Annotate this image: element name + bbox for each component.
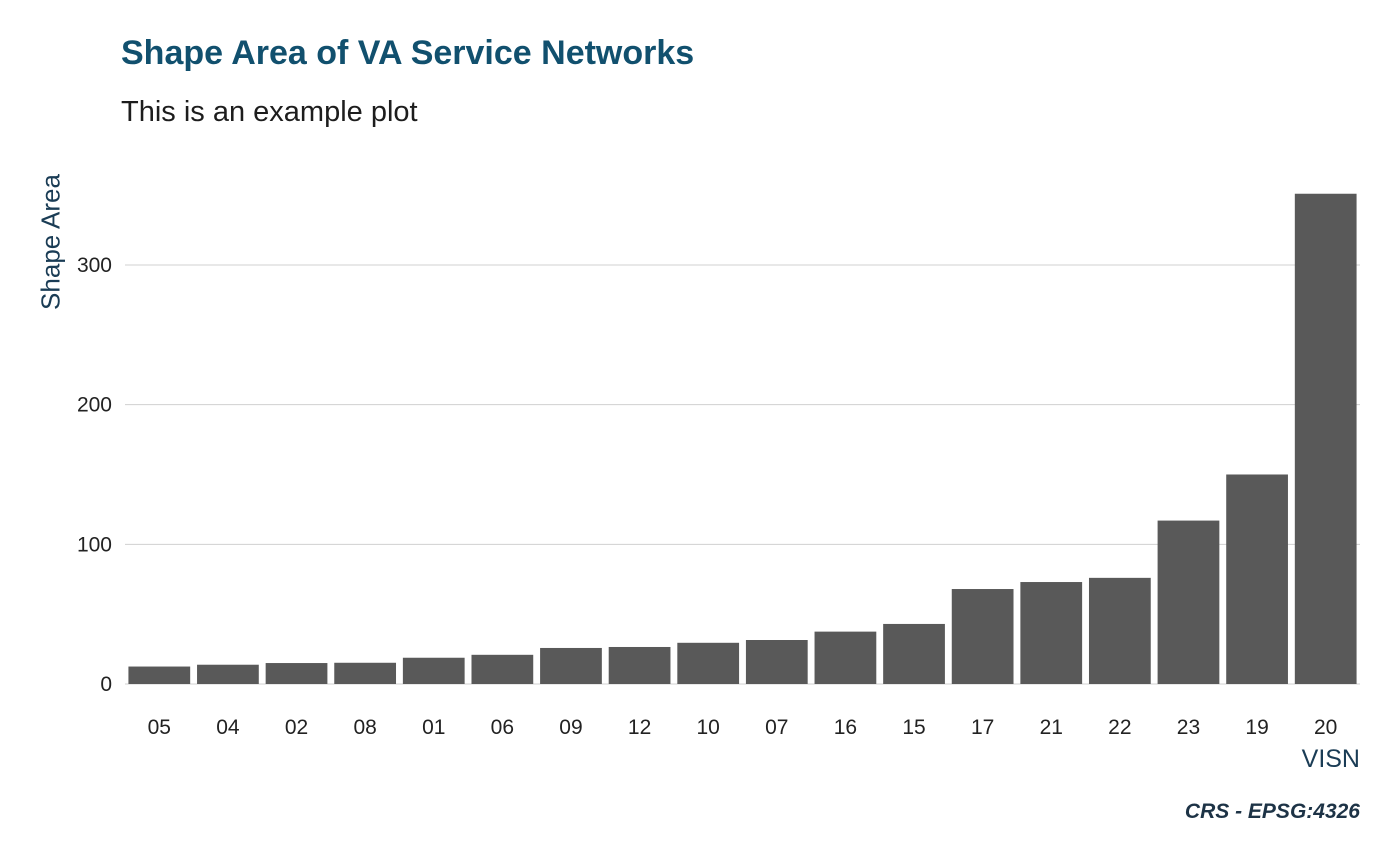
bar-07 — [745, 640, 808, 684]
x-tick-label: 01 — [422, 716, 445, 739]
bar-19 — [1226, 474, 1288, 684]
x-tick-label: 17 — [971, 716, 994, 739]
x-tick-label: 15 — [902, 716, 925, 739]
x-tick-label: 10 — [697, 716, 720, 739]
x-tick-label: 23 — [1177, 716, 1200, 739]
bar-22 — [1088, 577, 1151, 684]
bar-06 — [471, 654, 534, 684]
x-tick-label: 02 — [285, 716, 308, 739]
bar-10 — [677, 642, 740, 684]
x-tick-label: 08 — [353, 716, 376, 739]
bar-09 — [540, 647, 602, 684]
bar-23 — [1157, 520, 1220, 684]
x-tick-label: 20 — [1314, 716, 1337, 739]
y-tick-label: 300 — [77, 254, 112, 277]
x-tick-label: 07 — [765, 716, 788, 739]
y-tick-label: 100 — [77, 533, 112, 556]
bar-01 — [402, 657, 465, 684]
bar-05 — [128, 666, 191, 684]
x-tick-label: 04 — [216, 716, 240, 739]
bar-12 — [608, 646, 671, 684]
bar-02 — [265, 663, 328, 684]
x-tick-label: 05 — [148, 716, 171, 739]
bar-04 — [197, 664, 259, 684]
bar-15 — [883, 623, 945, 684]
x-tick-label: 21 — [1040, 716, 1063, 739]
bar-17 — [951, 589, 1014, 684]
x-tick-label: 19 — [1245, 716, 1268, 739]
bar-08 — [334, 662, 397, 684]
y-tick-label: 200 — [77, 394, 112, 417]
bar-16 — [814, 631, 877, 684]
x-tick-label: 09 — [559, 716, 582, 739]
x-tick-label: 12 — [628, 716, 651, 739]
bar-20 — [1294, 193, 1357, 684]
bar-21 — [1020, 582, 1083, 684]
chart-title: Shape Area of VA Service Networks — [121, 34, 695, 72]
chart-caption: CRS - EPSG:4326 — [1184, 800, 1360, 823]
chart-subtitle: This is an example plot — [121, 96, 418, 128]
x-tick-label: 06 — [491, 716, 514, 739]
x-axis-label: VISN — [1301, 745, 1360, 773]
y-tick-label: 0 — [100, 673, 112, 696]
x-tick-label: 22 — [1108, 716, 1131, 739]
x-tick-label: 16 — [834, 716, 857, 739]
